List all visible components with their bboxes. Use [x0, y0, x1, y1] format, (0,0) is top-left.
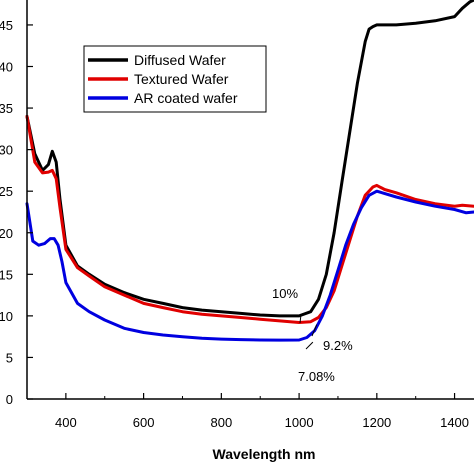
series-line-3 — [25, 189, 474, 342]
x-tick-label: 400 — [55, 415, 77, 430]
legend: Diffused Wafer Textured Wafer AR coated wa… — [83, 45, 267, 113]
y-tick-label: 15 — [0, 267, 13, 282]
annotation-label: 9.2% — [323, 338, 353, 353]
axes-layer: 400 600 800 1000 1200 1400 0 5 10 15 20 25 30 35 40 45 — [0, 0, 474, 430]
y-tick-label: 45 — [0, 18, 13, 33]
y-ticks: 0 5 10 15 20 25 30 35 40 45 — [0, 18, 33, 407]
series-layer — [25, 0, 474, 342]
y-tick-label: 30 — [0, 143, 13, 158]
x-tick-label: 1000 — [285, 415, 314, 430]
annotation-leader — [311, 324, 318, 337]
y-tick-label: 5 — [6, 350, 13, 365]
y-tick-label: 25 — [0, 184, 13, 199]
annotation-leader — [299, 313, 302, 324]
x-tick-label: 1400 — [440, 415, 469, 430]
annotations-layer: 10% 9.2% 7.08% — [272, 286, 353, 384]
x-ticks: 400 600 800 1000 1200 1400 — [26, 393, 469, 430]
legend-label: AR coated wafer — [134, 90, 238, 106]
y-tick-label: 0 — [6, 392, 13, 407]
legend-label: Diffused Wafer — [134, 52, 226, 68]
annotation-label: 7.08% — [298, 369, 335, 384]
x-tick-label: 1200 — [362, 415, 391, 430]
x-tick-label: 600 — [133, 415, 155, 430]
y-tick-label: 20 — [0, 226, 13, 241]
x-axis-title: Wavelength nm — [213, 446, 316, 462]
y-tick-label: 35 — [0, 101, 13, 116]
y-tick-label: 40 — [0, 60, 13, 75]
annotation-label: 10% — [272, 286, 298, 301]
series-line-2 — [25, 114, 474, 324]
legend-label: Textured Wafer — [134, 71, 229, 87]
annotation-leader — [305, 341, 314, 350]
x-tick-label: 800 — [210, 415, 232, 430]
y-tick-label: 10 — [0, 309, 13, 324]
